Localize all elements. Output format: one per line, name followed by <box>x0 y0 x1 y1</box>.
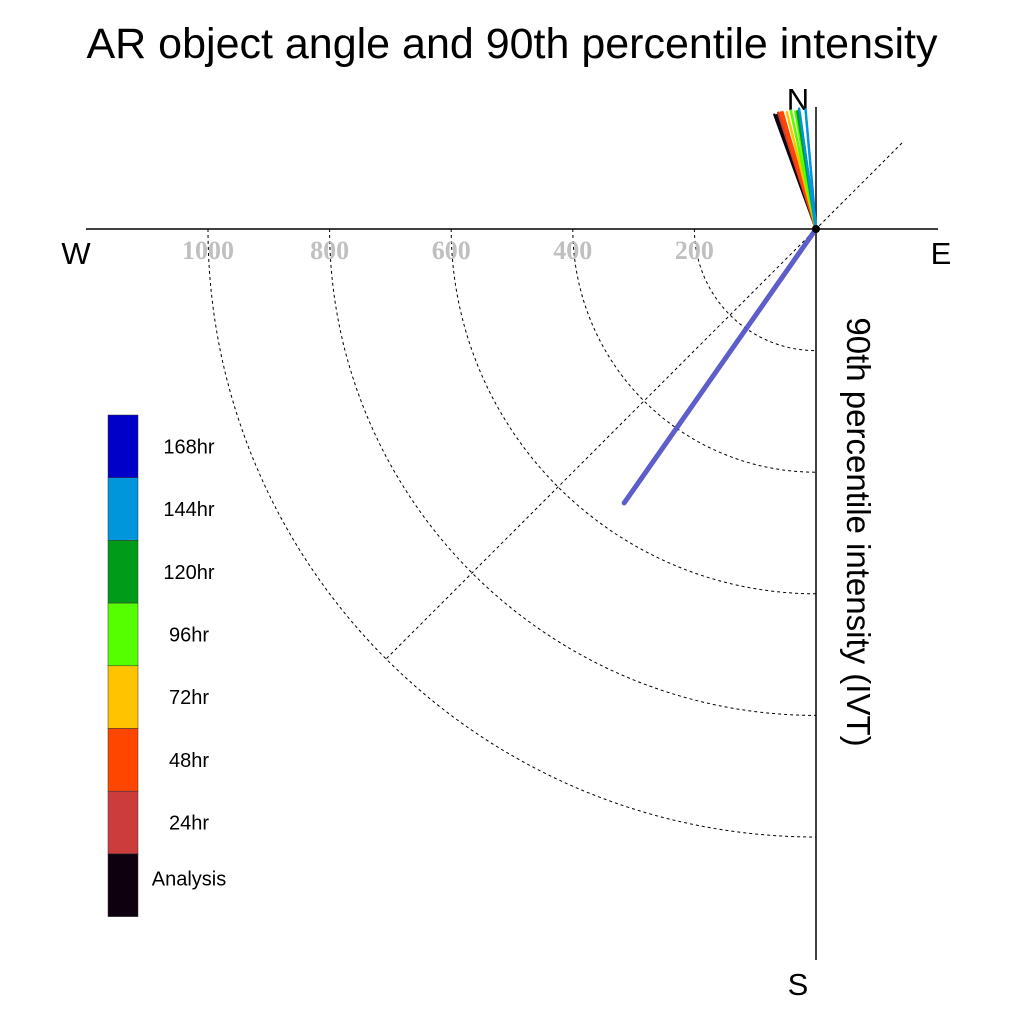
legend-swatch-6 <box>107 790 139 855</box>
radial-axis-label: 90th percentile intensity (IVT) <box>840 317 877 746</box>
radial-tick-label-800: 800 <box>310 236 349 265</box>
legend-swatch-5 <box>107 728 139 792</box>
legend: 168hr 144hr 120hr 96hr 72hr 48hr 24hr Analysis <box>107 414 226 917</box>
radial-rings <box>207 228 817 838</box>
radial-tick-label-1000: 1000 <box>182 236 234 265</box>
diagonal-reference-line <box>385 142 903 660</box>
chart-title: AR object angle and 90th percentile inte… <box>87 20 938 68</box>
legend-swatch-0 <box>107 414 139 478</box>
legend-swatch-1 <box>107 477 139 541</box>
legend-label-4: 72hr <box>169 687 209 709</box>
radial-ring-400 <box>572 228 817 473</box>
legend-label-1: 144hr <box>163 499 214 521</box>
radial-ring-200 <box>693 228 817 352</box>
legend-label-2: 120hr <box>163 562 214 584</box>
intensity-vectors <box>621 107 819 506</box>
radial-ring-600 <box>450 228 817 595</box>
radial-ring-800 <box>329 228 817 716</box>
origin-marker <box>812 225 820 233</box>
compass-east: E <box>931 236 952 271</box>
compass-south: S <box>788 967 809 1002</box>
compass-north: N <box>787 82 809 117</box>
radial-ring-1000 <box>207 228 817 838</box>
radial-tick-label-600: 600 <box>432 236 471 265</box>
radial-tick-label-400: 400 <box>553 236 592 265</box>
vector-7-0 <box>621 226 819 506</box>
legend-label-6: 24hr <box>169 813 209 835</box>
vector-6-1 <box>804 108 818 231</box>
legend-swatch-7 <box>107 853 139 917</box>
legend-label-0: 168hr <box>163 436 214 458</box>
radial-tick-label-200: 200 <box>675 236 714 265</box>
legend-label-5: 48hr <box>169 750 209 772</box>
legend-swatch-4 <box>107 665 139 729</box>
legend-swatch-2 <box>107 540 139 604</box>
legend-label-3: 96hr <box>169 624 209 646</box>
legend-swatch-3 <box>107 602 139 667</box>
legend-label-7: Analysis <box>152 868 226 890</box>
radial-tick-labels: 200 400 600 800 1000 <box>182 236 714 265</box>
compass-west: W <box>61 236 91 271</box>
